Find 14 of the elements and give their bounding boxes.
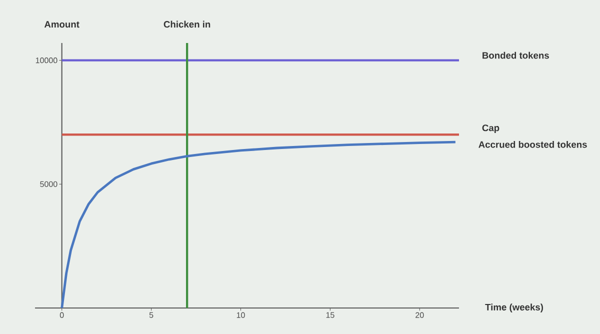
x-tick-label: 5 — [149, 312, 154, 318]
text: Accrued boosted tokens — [478, 140, 587, 148]
x-tick-label: 10 — [236, 312, 245, 318]
y-axis-title: Amount — [44, 21, 80, 28]
y-tick-label: 10000 — [36, 58, 58, 64]
line-series — [60, 140, 457, 310]
x-tick-label: 15 — [326, 312, 334, 318]
ref-line-label: Bonded tokens — [482, 52, 549, 59]
x-tick-label: 0 — [60, 312, 64, 318]
y-tick-label: 5000 — [40, 181, 58, 187]
x-tick-label: 20 — [416, 312, 424, 318]
x-axis-title: Time (weeks) — [485, 304, 543, 312]
ref-line-label: Cap — [482, 124, 500, 134]
ref-line-label: Chicken in — [164, 20, 210, 28]
